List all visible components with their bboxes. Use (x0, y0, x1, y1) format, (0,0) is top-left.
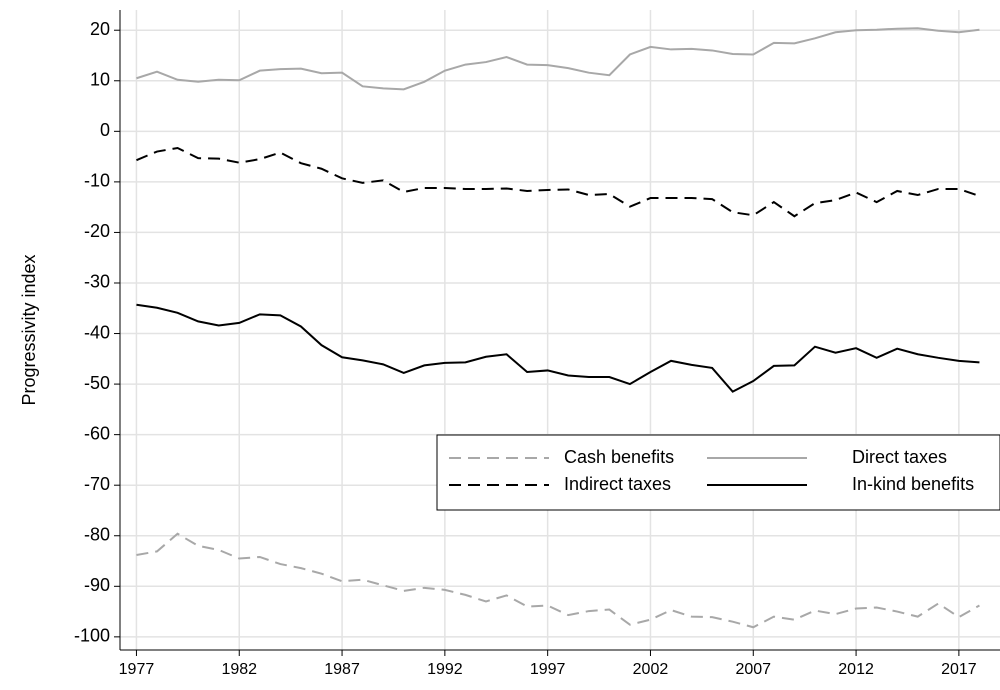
series-line (136, 532, 980, 629)
x-tick-label: 2007 (735, 661, 771, 678)
legend-label: Direct taxes (852, 447, 947, 467)
y-tick-label: 0 (100, 120, 110, 140)
series-line (136, 27, 980, 91)
x-tick-label: 1977 (119, 661, 155, 678)
x-tick-label: 1987 (324, 661, 360, 678)
legend-label: Cash benefits (564, 447, 674, 467)
y-tick-label: 20 (90, 19, 110, 39)
y-tick-label: -80 (84, 525, 110, 545)
legend: Cash benefits Direct taxes Indirect taxes I… (436, 434, 1000, 511)
y-tick-label: -10 (84, 171, 110, 191)
y-tick-label: -20 (84, 221, 110, 241)
x-tick-label: 2012 (838, 661, 874, 678)
series-line (136, 146, 980, 218)
y-axis-label: Progressivity index (19, 254, 39, 405)
x-tick-label: 2002 (633, 661, 669, 678)
x-tick-label: 1982 (221, 661, 257, 678)
legend-label: Indirect taxes (564, 474, 671, 494)
y-tick-label: -90 (84, 575, 110, 595)
y-tick-label: -40 (84, 322, 110, 342)
y-tick-label: -50 (84, 373, 110, 393)
y-tick-label: -70 (84, 474, 110, 494)
legend-label: In-kind benefits (852, 474, 974, 494)
y-tick-label: -100 (74, 626, 110, 646)
legend-box (436, 434, 1000, 511)
x-tick-label: 1992 (427, 661, 463, 678)
x-tick-label: 2017 (941, 661, 977, 678)
y-tick-label: -60 (84, 423, 110, 443)
y-tick-label: -30 (84, 272, 110, 292)
y-tick-label: 10 (90, 70, 110, 90)
series-line (136, 303, 980, 393)
x-tick-label: 1997 (530, 661, 566, 678)
